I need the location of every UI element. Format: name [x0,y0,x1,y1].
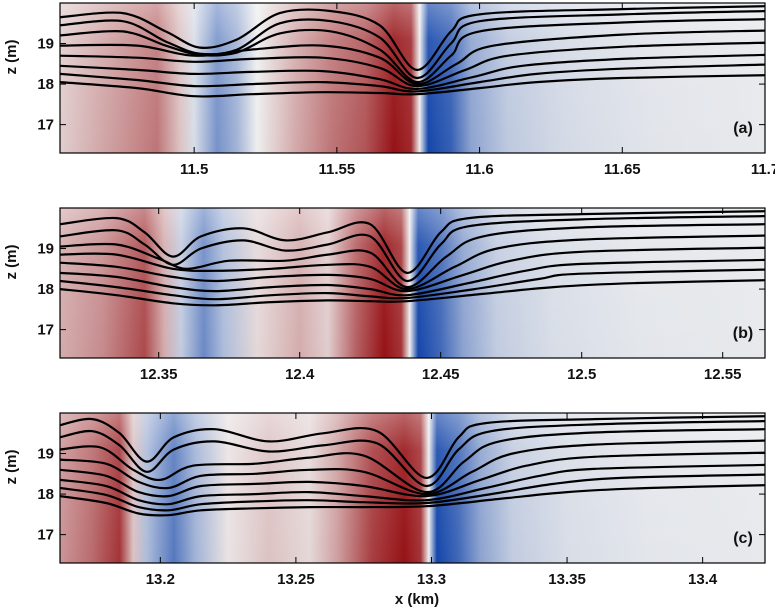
contour-line-2 [60,18,765,84]
contour-line-7 [60,484,765,517]
contour-line-7 [60,279,765,307]
panel-0: 11.5 11.55 11.6 11.65 11.7 17 18 19 z (m) (a) [3,2,775,178]
contour-line-6 [60,268,765,301]
x-tick-label: 12.45 [422,366,460,383]
contour-line-1 [60,10,765,80]
contour-line-3 [60,439,765,496]
y-tick-label: 18 [37,281,54,298]
x-tick-label: 12.5 [567,366,596,383]
y-axis-label: z (m) [3,40,20,75]
contour-line-1 [60,215,765,283]
contour-line-0 [60,5,765,71]
x-tick-label: 11.5 [180,161,208,178]
contour-line-1 [60,420,765,488]
x-tick-label: 11.7 [751,161,775,178]
x-tick-label: 13.25 [277,571,315,588]
panel-2: 13.2 13.25 13.3 13.35 13.4 17 18 19 z (m) (c) [3,412,766,588]
y-axis-label: z (m) [3,245,20,280]
contour-line-4 [60,451,765,498]
x-tick-label: 11.55 [319,161,356,178]
axes-frame [59,412,766,564]
contour-line-2 [60,428,765,494]
contour-group [60,5,765,98]
contour-line-7 [60,74,765,98]
panel-label: (b) [733,325,753,342]
y-tick-label: 19 [37,241,54,258]
contour-group [60,415,765,517]
x-tick-label: 12.55 [704,366,742,383]
x-tick-label: 12.35 [140,366,178,383]
panel-1: 12.35 12.4 12.45 12.5 12.55 17 18 19 z (m) (b) [3,207,766,383]
contour-line-5 [60,53,765,91]
y-tick-label: 19 [37,446,54,463]
contour-line-5 [60,463,765,506]
contour-line-2 [60,223,765,289]
y-axis-label: z (m) [3,450,20,485]
x-axis-label: x (km) [395,591,439,608]
panel-label: (c) [733,530,753,547]
x-tick-label: 13.2 [146,571,175,588]
contour-line-4 [60,41,765,88]
x-tick-label: 12.4 [285,366,315,383]
y-tick-label: 17 [37,117,54,134]
x-tick-label: 13.35 [548,571,586,588]
contour-line-3 [60,234,765,291]
contour-line-5 [60,258,765,297]
contour-line-4 [60,246,765,293]
y-tick-label: 19 [37,36,54,53]
x-tick-label: 11.65 [604,161,641,178]
contour-group [60,210,765,307]
y-tick-label: 17 [37,322,54,339]
panel-label: (a) [733,120,753,137]
axes-frame [59,2,766,154]
y-tick-label: 17 [37,527,54,544]
contour-line-6 [60,63,765,93]
axes-frame [59,207,766,359]
contour-line-6 [60,473,765,512]
y-tick-label: 18 [37,76,54,93]
x-tick-label: 13.4 [688,571,718,588]
x-tick-label: 11.6 [465,161,493,178]
contour-line-3 [60,29,765,86]
x-tick-label: 13.3 [417,571,446,588]
contour-line-0 [60,415,765,480]
y-tick-label: 18 [37,486,54,503]
contour-line-0 [60,210,765,274]
